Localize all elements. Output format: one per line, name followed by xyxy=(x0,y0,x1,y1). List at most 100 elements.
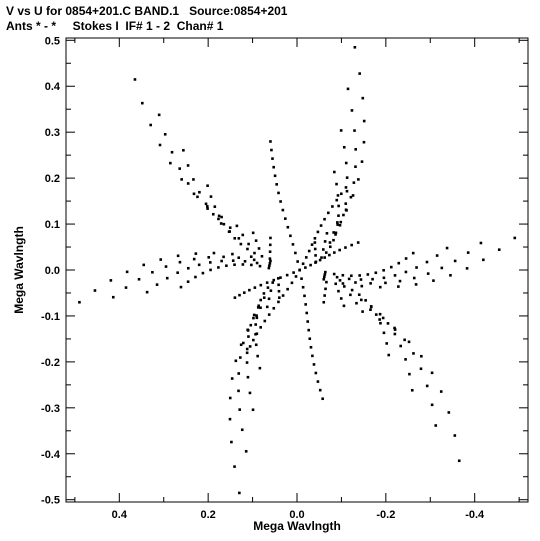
uv-point xyxy=(259,306,262,310)
uv-point xyxy=(220,259,223,263)
uv-point xyxy=(159,258,163,261)
uv-point xyxy=(247,242,250,246)
uv-point xyxy=(296,260,299,263)
uv-point xyxy=(369,282,372,285)
uv-point xyxy=(294,275,298,278)
uv-point xyxy=(393,326,396,330)
uv-point xyxy=(258,366,262,370)
uv-point xyxy=(255,332,259,336)
uv-point xyxy=(354,165,357,168)
uv-point xyxy=(322,300,326,304)
y-axis-label: Mega Wavlngth xyxy=(12,226,26,314)
uv-point xyxy=(466,251,470,254)
uv-point xyxy=(426,272,430,275)
uv-point xyxy=(268,250,272,254)
uv-point xyxy=(328,253,331,257)
uv-point xyxy=(387,353,391,357)
uv-point xyxy=(333,251,336,254)
uv-point xyxy=(344,161,348,165)
uv-point xyxy=(253,251,256,255)
uv-point xyxy=(411,251,415,255)
uv-point xyxy=(231,259,235,262)
uv-point xyxy=(277,283,280,287)
uv-point xyxy=(354,148,357,151)
uv-point xyxy=(353,129,356,132)
uv-point xyxy=(360,284,364,288)
uv-point xyxy=(109,279,113,282)
uv-point xyxy=(410,388,414,392)
uv-point xyxy=(334,231,338,235)
uv-point xyxy=(323,256,326,259)
uv-point xyxy=(324,270,327,274)
x-tick-label: 0.4 xyxy=(112,509,128,521)
uv-point xyxy=(208,261,212,264)
uv-point xyxy=(355,301,358,305)
uv-point xyxy=(362,140,366,144)
uv-point xyxy=(268,262,272,265)
uv-point xyxy=(361,310,364,313)
uv-point xyxy=(169,161,172,165)
uv-point xyxy=(269,140,272,143)
y-tick-label: 0.0 xyxy=(45,265,60,277)
uv-point xyxy=(513,236,517,240)
uv-point xyxy=(230,440,233,444)
uv-point xyxy=(141,101,144,105)
uv-point xyxy=(244,450,248,453)
uv-point xyxy=(313,236,317,240)
uv-point xyxy=(419,367,423,371)
uv-point xyxy=(412,352,415,355)
uv-point xyxy=(234,359,238,363)
uv-point xyxy=(319,224,323,227)
uv-point xyxy=(384,281,387,285)
uv-point xyxy=(289,234,292,238)
uv-point xyxy=(275,183,278,186)
uv-point xyxy=(318,258,322,262)
uv-point xyxy=(322,248,325,251)
uv-point xyxy=(327,211,330,215)
uv-point xyxy=(397,261,401,265)
uv-point xyxy=(206,207,209,210)
uv-point xyxy=(197,263,201,267)
uv-point xyxy=(247,335,250,338)
uv-point xyxy=(360,160,364,163)
uv-point xyxy=(370,305,373,309)
uv-point xyxy=(393,332,397,336)
uv-point xyxy=(209,268,212,272)
uv-point xyxy=(340,192,343,196)
uv-point xyxy=(233,237,237,240)
x-tick-label: 0.2 xyxy=(201,509,216,521)
uv-point xyxy=(344,202,348,205)
uv-point xyxy=(248,288,251,292)
uv-point xyxy=(307,328,311,332)
uv-point xyxy=(262,296,266,299)
uv-point xyxy=(303,294,306,298)
uv-point xyxy=(294,251,297,255)
uv-point xyxy=(170,150,174,154)
uv-point xyxy=(397,285,400,288)
uv-point xyxy=(386,322,390,325)
uv-point xyxy=(164,265,168,268)
uv-point xyxy=(276,277,280,280)
uv-point xyxy=(350,109,354,112)
uv-point xyxy=(237,389,240,393)
uv-point xyxy=(404,270,408,274)
uv-point xyxy=(186,164,190,167)
uv-point xyxy=(435,254,439,257)
uv-point xyxy=(323,273,327,276)
uv-point xyxy=(434,424,438,427)
uv-point xyxy=(339,129,343,132)
uv-point xyxy=(228,396,232,400)
uv-point xyxy=(445,246,449,250)
uv-point xyxy=(212,251,216,255)
uv-point xyxy=(255,261,259,265)
uv-point xyxy=(246,375,250,379)
uv-point xyxy=(331,205,334,208)
x-axis-label: Mega Wavlngth xyxy=(253,519,341,533)
uv-point xyxy=(430,371,434,375)
uv-point xyxy=(301,262,305,266)
uv-point xyxy=(286,225,290,229)
uv-point xyxy=(125,270,129,274)
uv-point xyxy=(342,145,346,149)
uv-point xyxy=(157,113,161,117)
uv-point xyxy=(249,255,253,258)
